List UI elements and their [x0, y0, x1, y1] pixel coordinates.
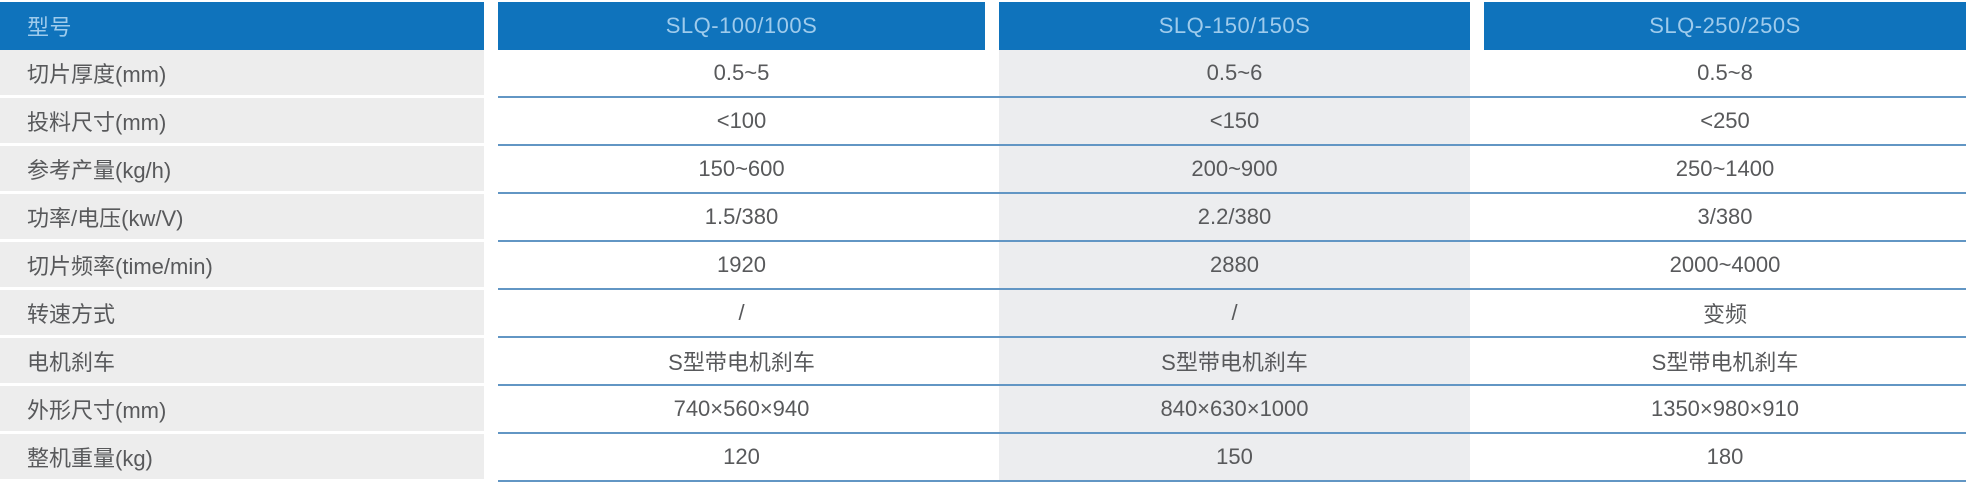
column-divider	[1470, 50, 1484, 98]
column-divider	[985, 290, 999, 338]
spec-value-slq250: S型带电机刹车	[1484, 338, 1966, 386]
spec-value-slq250: 2000~4000	[1484, 242, 1966, 290]
spec-row-label: 参考产量(kg/h)	[0, 146, 484, 194]
column-divider	[985, 338, 999, 386]
column-divider	[985, 434, 999, 482]
column-divider	[985, 194, 999, 242]
spec-row-label: 外形尺寸(mm)	[0, 386, 484, 434]
spec-row-label: 切片频率(time/min)	[0, 242, 484, 290]
spec-value-slq100: <100	[498, 98, 985, 146]
spec-value-slq150: 840×630×1000	[999, 386, 1470, 434]
spec-value-slq100: 0.5~5	[498, 50, 985, 98]
spec-value-slq250: 变频	[1484, 290, 1966, 338]
spec-value-slq150: 200~900	[999, 146, 1470, 194]
column-divider	[484, 338, 498, 386]
column-divider	[985, 98, 999, 146]
spec-value-slq100: /	[498, 290, 985, 338]
column-divider	[484, 194, 498, 242]
spec-value-slq250: 0.5~8	[1484, 50, 1966, 98]
column-divider	[1470, 2, 1484, 50]
column-divider	[1470, 434, 1484, 482]
column-divider	[1470, 386, 1484, 434]
column-divider	[1470, 338, 1484, 386]
column-divider	[985, 242, 999, 290]
spec-value-slq250: 1350×980×910	[1484, 386, 1966, 434]
spec-value-slq150: 150	[999, 434, 1470, 482]
spec-row-label: 电机刹车	[0, 338, 484, 386]
spec-row-label: 转速方式	[0, 290, 484, 338]
spec-value-slq100: 1920	[498, 242, 985, 290]
spec-value-slq250: <250	[1484, 98, 1966, 146]
model-header-slq100: SLQ-100/100S	[498, 2, 985, 50]
column-divider	[484, 242, 498, 290]
spec-value-slq150: 2.2/380	[999, 194, 1470, 242]
spec-value-slq150: S型带电机刹车	[999, 338, 1470, 386]
spec-value-slq150: 0.5~6	[999, 50, 1470, 98]
column-divider	[484, 146, 498, 194]
model-column-header: 型号	[0, 2, 484, 50]
column-divider	[1470, 290, 1484, 338]
column-divider	[985, 2, 999, 50]
spec-value-slq100: 1.5/380	[498, 194, 985, 242]
spec-row-label: 切片厚度(mm)	[0, 50, 484, 98]
column-divider	[1470, 242, 1484, 290]
model-header-slq250: SLQ-250/250S	[1484, 2, 1966, 50]
column-divider	[1470, 146, 1484, 194]
spec-row-label: 投料尺寸(mm)	[0, 98, 484, 146]
top-margin	[0, 0, 1966, 2]
spec-value-slq250: 3/380	[1484, 194, 1966, 242]
model-header-slq150: SLQ-150/150S	[999, 2, 1470, 50]
column-divider	[484, 98, 498, 146]
column-divider	[484, 50, 498, 98]
spec-value-slq150: /	[999, 290, 1470, 338]
spec-value-slq150: <150	[999, 98, 1470, 146]
spec-value-slq100: 120	[498, 434, 985, 482]
column-divider	[484, 2, 498, 50]
column-divider	[1470, 194, 1484, 242]
spec-row-label: 整机重量(kg)	[0, 434, 484, 482]
spec-value-slq100: 150~600	[498, 146, 985, 194]
spec-value-slq250: 180	[1484, 434, 1966, 482]
column-divider	[985, 386, 999, 434]
column-divider	[484, 290, 498, 338]
spec-value-slq100: 740×560×940	[498, 386, 985, 434]
spec-value-slq150: 2880	[999, 242, 1470, 290]
column-divider	[985, 50, 999, 98]
column-divider	[1470, 98, 1484, 146]
spec-row-label: 功率/电压(kw/V)	[0, 194, 484, 242]
column-divider	[985, 146, 999, 194]
spec-value-slq250: 250~1400	[1484, 146, 1966, 194]
spec-value-slq100: S型带电机刹车	[498, 338, 985, 386]
column-divider	[484, 386, 498, 434]
column-divider	[484, 434, 498, 482]
